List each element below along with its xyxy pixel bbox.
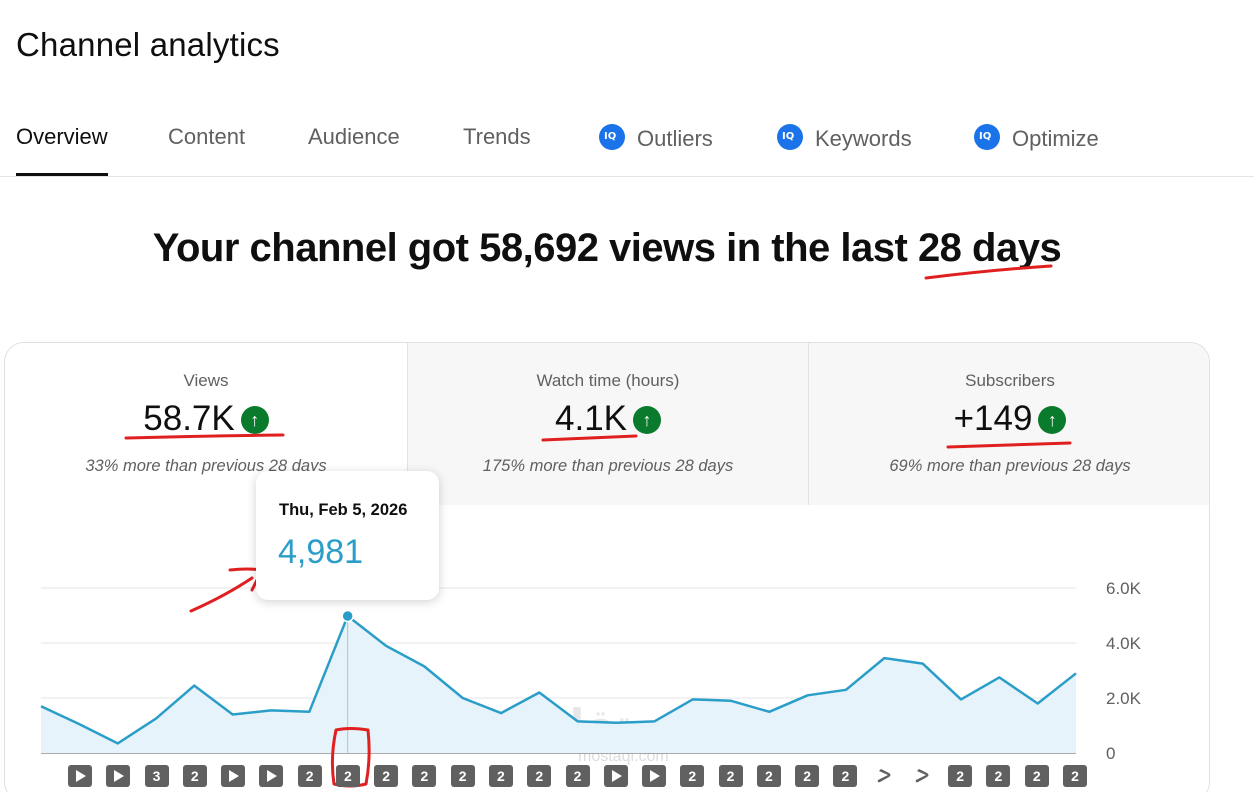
video-count-badge[interactable]: 2 bbox=[182, 765, 207, 787]
underline-watch-time bbox=[541, 434, 638, 442]
metric-label: Watch time (hours) bbox=[536, 371, 680, 390]
underline-views bbox=[124, 433, 285, 440]
video-play-icon[interactable] bbox=[106, 765, 131, 787]
tooltip-date: Thu, Feb 5, 2026 bbox=[279, 501, 408, 519]
underline-subscribers bbox=[946, 441, 1072, 449]
metric-comparison: 33% more than previous 28 days bbox=[85, 457, 327, 475]
tab-label: Outliers bbox=[637, 126, 713, 151]
tab-audience[interactable]: Audience bbox=[308, 124, 400, 176]
video-count-badge[interactable]: 2 bbox=[1024, 765, 1049, 787]
metric-comparison: 69% more than previous 28 days bbox=[889, 457, 1131, 475]
tab-label: Optimize bbox=[1012, 126, 1099, 151]
tab-label: Trends bbox=[463, 124, 531, 149]
video-count-badge[interactable]: 2 bbox=[756, 765, 781, 787]
video-count-badge[interactable]: 3 bbox=[144, 765, 169, 787]
video-count-badge[interactable]: 2 bbox=[450, 765, 475, 787]
metric-value: +149 ↑ bbox=[809, 399, 1209, 439]
metric-watch-time[interactable]: Watch time (hours) 4.1K ↑ 175% more than … bbox=[407, 343, 808, 505]
vidiq-icon bbox=[974, 124, 1000, 150]
video-count-badge[interactable]: 2 bbox=[527, 765, 552, 787]
y-tick-label: 6.0K bbox=[1106, 579, 1141, 598]
arrow-up-icon: ↑ bbox=[240, 406, 269, 434]
underline-days bbox=[924, 264, 1053, 280]
y-tick-label: 2.0K bbox=[1106, 689, 1141, 708]
shorts-glyph bbox=[915, 769, 929, 783]
tab-keywords[interactable]: Keywords bbox=[777, 124, 912, 176]
arrow-up-icon: ↑ bbox=[1038, 406, 1067, 434]
video-play-icon[interactable] bbox=[68, 765, 92, 787]
video-count-badge[interactable]: 2 bbox=[1063, 765, 1087, 787]
circle-marker bbox=[330, 727, 371, 788]
summary-headline: Your channel got 58,692 views in the las… bbox=[152, 226, 1062, 270]
y-tick-label: 4.0K bbox=[1106, 634, 1141, 653]
video-play-icon[interactable] bbox=[603, 765, 628, 787]
chart-series-line bbox=[40, 614, 1077, 745]
arrow-up-icon: ↑ bbox=[633, 406, 661, 434]
metric-value: 58.7K ↑ bbox=[5, 399, 407, 439]
video-count-badge[interactable]: 2 bbox=[335, 765, 360, 787]
metric-number: 4.1K bbox=[555, 399, 627, 438]
page-title: Channel analytics bbox=[16, 26, 280, 63]
metric-label: Subscribers bbox=[965, 371, 1055, 390]
metric-label: Views bbox=[183, 371, 229, 390]
vidiq-icon bbox=[777, 124, 803, 150]
video-count-badge[interactable]: 2 bbox=[795, 765, 820, 787]
video-count-badge[interactable]: 2 bbox=[374, 765, 399, 787]
chart-area-fill bbox=[41, 616, 1076, 753]
video-count-badge[interactable]: 2 bbox=[833, 765, 858, 787]
video-play-icon[interactable] bbox=[642, 765, 667, 787]
tab-optimize[interactable]: Optimize bbox=[974, 124, 1099, 176]
video-count-badge[interactable]: 2 bbox=[297, 765, 322, 787]
tab-trends[interactable]: Trends bbox=[463, 124, 531, 176]
video-count-badge[interactable]: 2 bbox=[412, 765, 437, 787]
y-tick-label: 0 bbox=[1106, 744, 1116, 763]
video-count-badge[interactable]: 2 bbox=[565, 765, 590, 787]
video-count-badge[interactable]: 2 bbox=[718, 765, 743, 787]
metric-comparison: 175% more than previous 28 days bbox=[482, 457, 734, 475]
video-count-badge[interactable]: 2 bbox=[488, 765, 513, 787]
tab-label: Overview bbox=[16, 124, 108, 149]
video-count-badge[interactable]: 2 bbox=[680, 765, 705, 787]
shorts-glyph bbox=[877, 769, 891, 783]
red-annotations bbox=[124, 264, 1072, 788]
metrics-card: Views 58.7K ↑ 33% more than previous 28 d… bbox=[4, 342, 1210, 792]
arrow-to-tooltip bbox=[189, 567, 264, 613]
tab-outliers[interactable]: Outliers bbox=[599, 124, 713, 176]
tab-bar: Overview Content Audience Trends Outlier… bbox=[0, 104, 1254, 177]
chart-highlight-point[interactable] bbox=[341, 609, 354, 623]
tab-content[interactable]: Content bbox=[168, 124, 245, 176]
metric-value: 4.1K ↑ bbox=[408, 399, 808, 439]
video-play-icon[interactable] bbox=[259, 765, 284, 787]
tab-overview[interactable]: Overview bbox=[16, 124, 108, 176]
metric-number: 58.7K bbox=[143, 399, 235, 438]
shorts-icon[interactable] bbox=[872, 765, 896, 787]
tooltip-value: 4,981 bbox=[278, 533, 364, 571]
tab-label: Keywords bbox=[815, 126, 912, 151]
metric-number: +149 bbox=[953, 399, 1033, 438]
video-play-icon[interactable] bbox=[221, 765, 246, 787]
video-count-badge[interactable]: 2 bbox=[948, 765, 973, 787]
video-count-badge[interactable]: 2 bbox=[986, 765, 1011, 787]
chart-tooltip: Thu, Feb 5, 2026 4,981 bbox=[256, 471, 439, 600]
shorts-icon[interactable] bbox=[910, 765, 934, 787]
tab-label: Content bbox=[168, 124, 246, 149]
metric-subscribers[interactable]: Subscribers +149 ↑ 69% more than previous… bbox=[808, 343, 1209, 505]
tab-label: Audience bbox=[308, 124, 400, 149]
vidiq-icon bbox=[599, 124, 625, 150]
